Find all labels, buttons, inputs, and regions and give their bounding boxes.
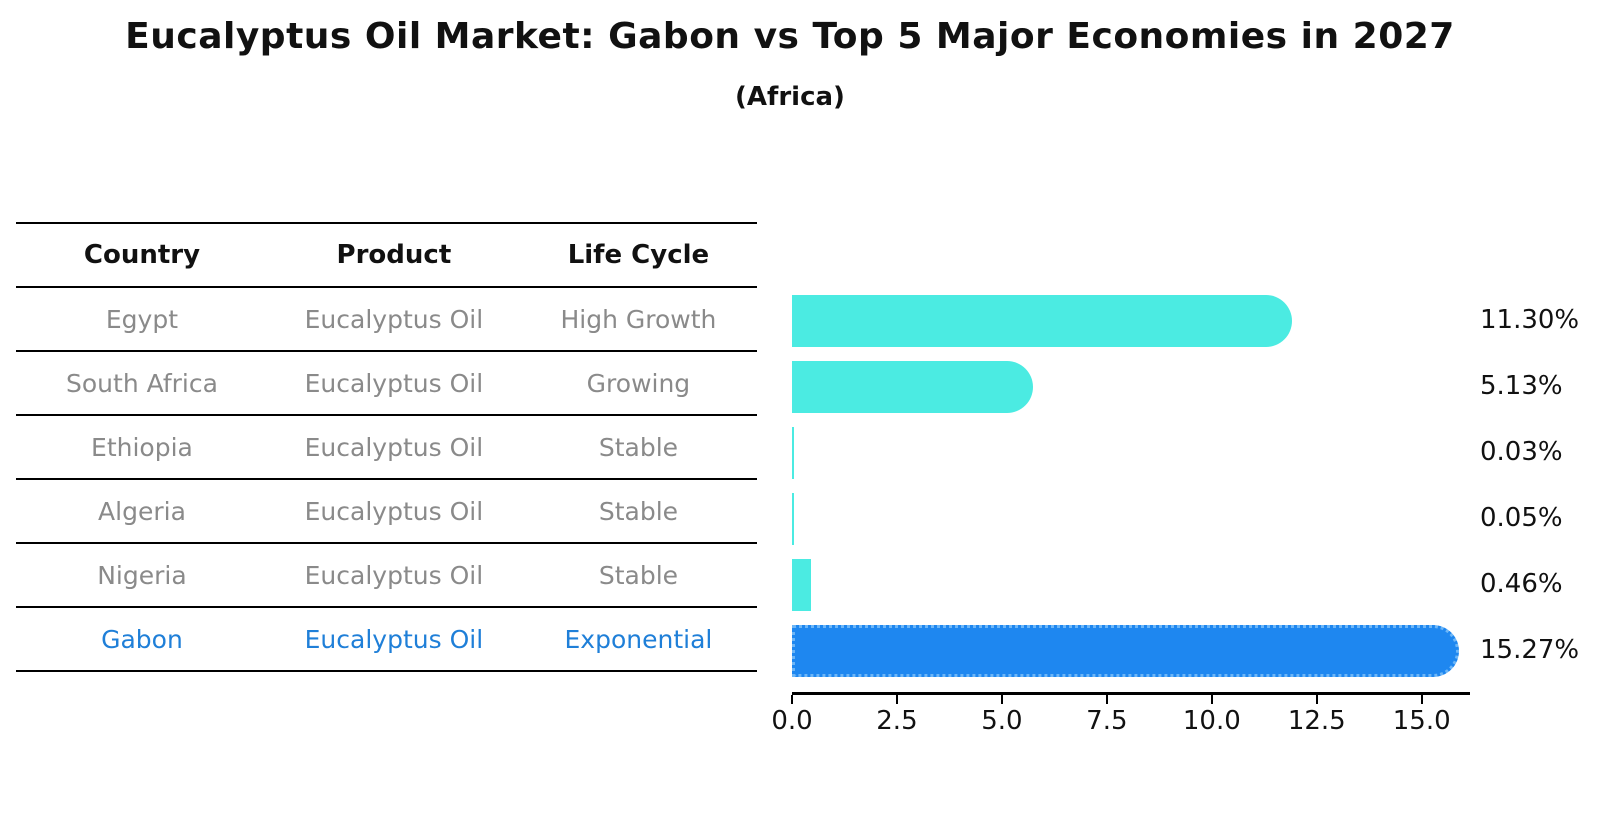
table-header-row: Country Product Life Cycle <box>16 223 757 287</box>
cell-country: Nigeria <box>97 560 187 590</box>
table-row: Nigeria Eucalyptus Oil Stable <box>16 543 757 607</box>
cell-life-cycle: High Growth <box>560 304 717 334</box>
x-axis-tick-label: 0.0 <box>771 706 813 736</box>
x-axis-line <box>792 692 1470 695</box>
bar-south-africa <box>792 361 1034 413</box>
x-axis-tick-label: 15.0 <box>1392 706 1451 736</box>
value-label: 5.13% <box>1480 371 1563 401</box>
table-row: Egypt Eucalyptus Oil High Growth <box>16 287 757 351</box>
country-table-body: Egypt Eucalyptus Oil High Growth South Afri… <box>16 287 757 671</box>
cell-product: Eucalyptus Oil <box>304 560 484 590</box>
cell-country: Algeria <box>98 496 186 526</box>
x-axis-tick <box>1315 695 1318 704</box>
x-axis-tick-label: 2.5 <box>876 706 918 736</box>
country-table: Country Product Life Cycle Egypt Eucalypt… <box>16 222 757 672</box>
value-label: 15.27% <box>1480 635 1580 665</box>
value-label: 0.46% <box>1480 569 1563 599</box>
header-product: Product <box>336 240 452 270</box>
value-label: 11.30% <box>1480 305 1580 335</box>
cell-country: South Africa <box>66 368 218 398</box>
cell-life-cycle: Exponential <box>564 624 713 654</box>
x-axis-tick-label: 5.0 <box>981 706 1023 736</box>
cell-product: Eucalyptus Oil <box>304 496 484 526</box>
cell-life-cycle: Stable <box>598 560 679 590</box>
x-axis-tick <box>1105 695 1108 704</box>
bar-algeria <box>792 493 795 545</box>
header-life-cycle: Life Cycle <box>567 240 710 270</box>
cell-life-cycle: Growing <box>586 368 691 398</box>
value-label: 0.03% <box>1480 437 1563 467</box>
cell-product: Eucalyptus Oil <box>304 624 484 654</box>
chart-title: Eucalyptus Oil Market: Gabon vs Top 5 Ma… <box>125 16 1455 57</box>
cell-life-cycle: Stable <box>598 432 679 462</box>
x-axis-tick-label: 7.5 <box>1086 706 1128 736</box>
x-axis-tick-label: 12.5 <box>1287 706 1346 736</box>
header-country: Country <box>83 240 201 270</box>
table-row: Ethiopia Eucalyptus Oil Stable <box>16 415 757 479</box>
bar-gabon <box>792 625 1460 677</box>
table-row: Gabon Eucalyptus Oil Exponential <box>16 607 757 671</box>
chart-subtitle: (Africa) <box>735 82 845 112</box>
bar-ethiopia <box>792 427 794 479</box>
table-row: South Africa Eucalyptus Oil Growing <box>16 351 757 415</box>
cell-country: Gabon <box>101 624 183 654</box>
x-axis-tick <box>895 695 898 704</box>
cell-product: Eucalyptus Oil <box>304 304 484 334</box>
cell-country: Egypt <box>105 304 179 334</box>
x-axis-tick <box>1210 695 1213 704</box>
table-row: Algeria Eucalyptus Oil Stable <box>16 479 757 543</box>
cell-life-cycle: Stable <box>598 496 679 526</box>
country-table-head: Country Product Life Cycle <box>16 223 757 287</box>
x-axis-tick <box>1000 695 1003 704</box>
x-axis-tick-label: 10.0 <box>1182 706 1241 736</box>
cell-country: Ethiopia <box>91 432 193 462</box>
bar-egypt <box>792 295 1293 347</box>
cell-product: Eucalyptus Oil <box>304 432 484 462</box>
cell-product: Eucalyptus Oil <box>304 368 484 398</box>
bar-nigeria <box>792 559 812 611</box>
value-label: 0.05% <box>1480 503 1563 533</box>
x-axis-tick <box>791 695 793 704</box>
x-axis-tick <box>1420 695 1423 704</box>
